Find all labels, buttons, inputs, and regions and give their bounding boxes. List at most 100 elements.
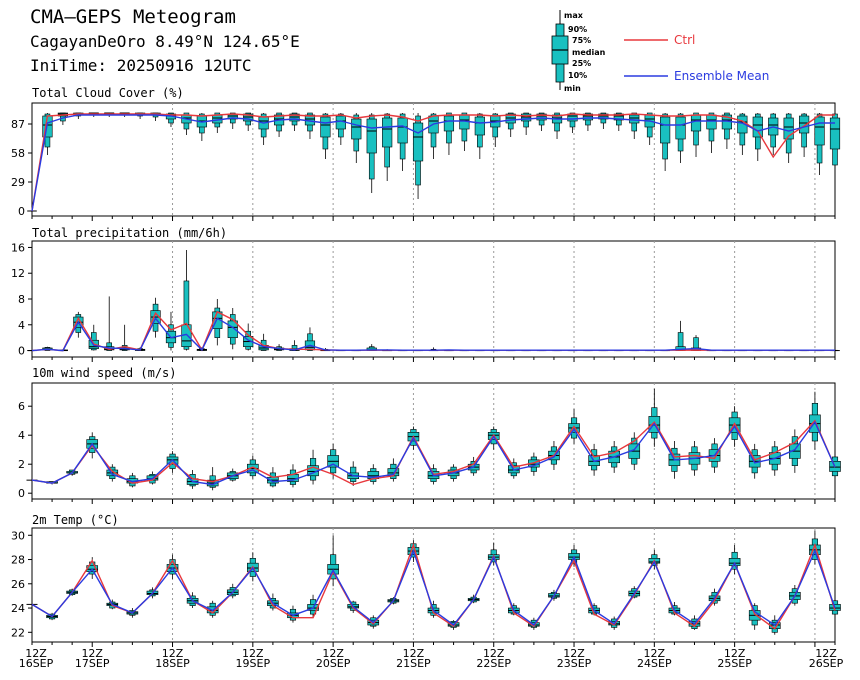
box-25-75 [582,113,594,121]
x-tick-date: 17SEP [75,657,110,670]
x-tick-time: 12Z [483,647,505,660]
box-25-75 [443,115,455,132]
ensemble-box [387,458,400,482]
cloud-panel: Total Cloud Cover (%) 0 29 58 87 [11,86,841,221]
temp-panel: 2m Temp (°C) 22 24 26 28 30 [11,513,841,647]
wind-title: 10m wind speed (m/s) [32,366,177,380]
legend-label-max: max [564,11,583,20]
legend-label-p25: 25% [572,59,592,68]
ensemble-box [783,113,794,163]
precip-frame [31,240,836,358]
cloud-title: Total Cloud Cover (%) [32,86,184,100]
box-25-75 [613,113,624,121]
legend-label-p10: 10% [568,71,588,80]
ensemble-box [706,112,717,153]
box-25-75 [814,116,825,146]
x-tick-date: 21SEP [396,657,431,670]
x-tick-time: 12Z [81,647,103,660]
ensemble-box [320,113,331,159]
box-25-75 [752,116,763,138]
box-25-75 [474,116,485,136]
ensemble-box [412,113,424,199]
box-25-75 [629,114,640,124]
ensemble-box [721,112,732,149]
x-tick-date: 24SEP [637,657,672,670]
x-tick-time: 12Z [25,647,47,660]
box-10-90 [183,280,190,350]
legend: max 90% 75% median 25% 10% min Ctrl Ense… [540,8,840,94]
x-tick-time: 12Z [242,647,264,660]
box-25-75 [412,122,424,162]
ctrl-line [31,113,835,212]
y-tick-label: 4 [18,319,25,332]
box-25-75 [829,117,841,150]
legend-label-p90: 90% [568,25,588,34]
x-tick-time: 12Z [403,647,425,660]
box-25-75 [660,116,671,144]
ensemble-box [382,113,393,181]
box-25-75 [366,118,377,154]
box-25-75 [675,116,686,140]
ensemble-box [629,112,640,139]
y-tick-label: 87 [11,118,25,131]
ensemble-box [660,113,671,171]
ensemble-box [829,113,841,177]
x-tick-time: 12Z [563,647,585,660]
ensemble-box [327,443,339,479]
ensemble-mean-line [31,420,836,486]
ensemble-box [227,308,238,350]
ensemble-box [366,113,377,193]
ensemble-box [367,464,380,485]
x-tick-time: 12Z [322,647,344,660]
y-tick-label: 0 [18,487,25,500]
x-tick-date: 20SEP [316,657,351,670]
wind-panel: 10m wind speed (m/s) 0 2 4 6 [18,366,841,504]
y-tick-label: 29 [11,176,25,189]
x-tick-time: 12Z [815,647,837,660]
box-25-75 [320,116,331,138]
x-tick-date: 25SEP [717,657,752,670]
y-tick-label: 30 [11,529,25,542]
box-25-75 [690,114,702,132]
x-tick-date: 26SEP [809,657,844,670]
init-time: IniTime: 20250916 12UTC [30,56,252,75]
ensemble-box [536,112,547,131]
ctrl-line [31,542,836,630]
precip-panel: Total precipitation (mm/6h) 0 4 8 12 16 [11,226,840,362]
x-tick-date: 16SEP [19,657,54,670]
legend-label-median: median [572,48,606,57]
legend-ctrl-label: Ctrl [674,33,696,47]
temp-title: 2m Temp (°C) [32,513,119,527]
ensemble-box [287,464,299,488]
x-tick-date: 22SEP [476,657,511,670]
box-25-75 [382,117,393,148]
y-tick-label: 58 [11,147,25,160]
ensemble-box [521,112,532,135]
y-tick-label: 4 [18,429,25,442]
station-location: CagayanDeOro 8.49°N 124.65°E [30,32,300,51]
legend-label-min: min [564,84,581,93]
y-tick-label: 16 [11,241,25,254]
box-25-75 [706,114,717,130]
y-tick-label: 2 [18,458,25,471]
box-25-75 [397,117,408,144]
ensemble-mean-line [31,548,836,626]
y-tick-label: 0 [18,205,25,218]
ensemble-box [582,112,594,131]
x-tick-date: 18SEP [155,657,190,670]
x-tick-time: 12Z [724,647,746,660]
ensemble-box [443,112,455,155]
x-tick-time: 12Z [162,647,184,660]
x-tick-time: 12Z [644,647,666,660]
chart-title: CMA–GEPS Meteogram [30,6,236,28]
box-25-75 [799,115,810,134]
box-25-75 [536,113,547,121]
box-25-75 [783,117,794,140]
legend-boxplot-glyph [551,10,668,90]
x-tick-date: 23SEP [557,657,592,670]
ensemble-box [351,113,362,163]
ensemble-box [212,299,223,346]
y-tick-label: 22 [11,626,25,639]
legend-label-p75: 75% [572,36,592,45]
ensemble-box [397,113,408,171]
